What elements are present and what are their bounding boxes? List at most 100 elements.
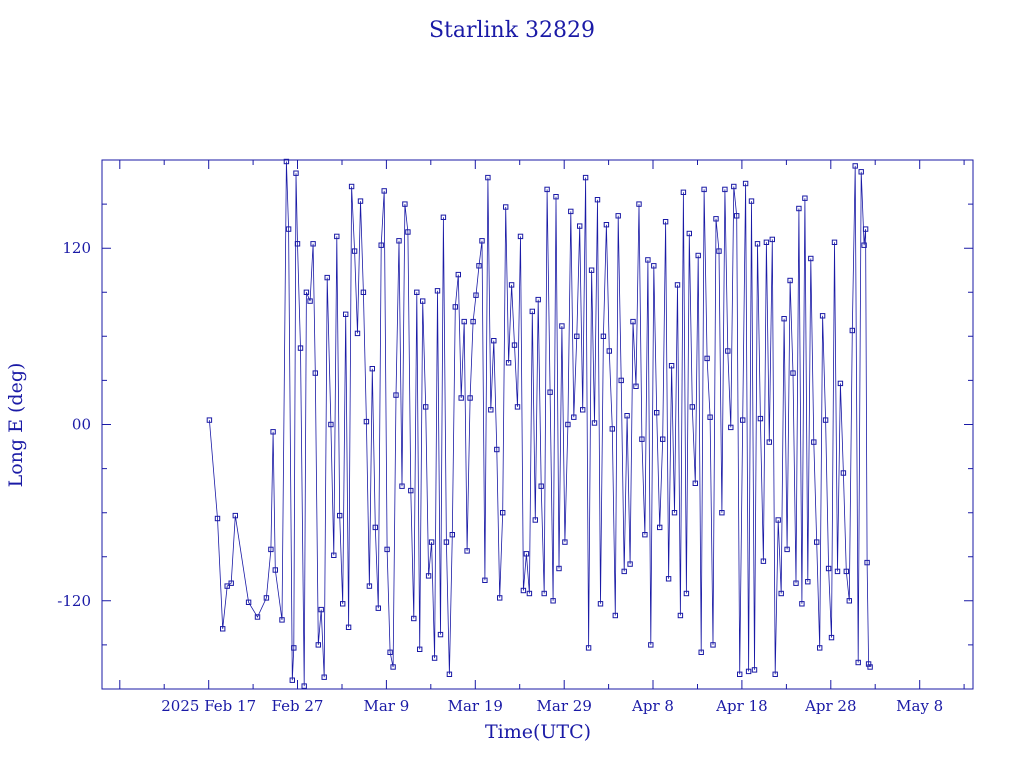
data-point: [411, 615, 417, 622]
data-point: [387, 649, 393, 655]
data-point: [420, 298, 426, 304]
data-point: [503, 204, 509, 210]
data-point: [597, 601, 604, 607]
data-point: [345, 624, 352, 630]
x-tick-label: Feb 27: [272, 697, 324, 715]
data-point: [805, 579, 811, 585]
data-point: [680, 189, 687, 196]
tick-marks: [102, 160, 973, 689]
data-point: [254, 614, 261, 620]
data-point: [828, 634, 835, 641]
data-point: [591, 420, 598, 426]
data-point: [360, 289, 367, 296]
data-point: [778, 590, 784, 597]
data-point: [497, 595, 503, 601]
data-point: [710, 642, 716, 648]
data-point: [458, 395, 464, 401]
data-point: [867, 664, 873, 670]
data-point: [775, 517, 781, 523]
x-tick-label: Apr 8: [631, 697, 674, 715]
data-point: [719, 510, 725, 516]
x-tick-label: Mar 9: [364, 697, 410, 715]
data-point: [369, 366, 376, 372]
data-point: [751, 667, 758, 673]
data-point: [479, 238, 485, 244]
data-point: [443, 539, 450, 545]
data-point: [654, 410, 660, 416]
data-point: [425, 573, 432, 579]
data-point: [301, 683, 307, 689]
series-group: [206, 158, 873, 689]
data-point: [399, 483, 405, 489]
data-point: [796, 205, 802, 212]
data-point: [861, 242, 867, 248]
data-point: [713, 216, 719, 222]
x-tick-label: Mar 29: [537, 697, 592, 715]
data-point: [606, 348, 612, 354]
data-point: [270, 429, 276, 435]
data-point: [657, 524, 663, 531]
data-point: [799, 601, 805, 607]
data-point: [745, 668, 752, 675]
data-point: [307, 298, 313, 304]
data-point: [865, 661, 872, 667]
data-point: [452, 304, 459, 310]
data-point: [831, 239, 838, 246]
data-point: [494, 446, 500, 453]
data-point: [517, 233, 524, 240]
data-point: [526, 590, 533, 597]
data-point: [636, 201, 642, 207]
data-point: [695, 252, 701, 259]
data-point: [272, 567, 279, 573]
data-point: [378, 242, 384, 248]
data-point: [310, 241, 316, 247]
data-point: [728, 424, 734, 431]
x-tick-label: Apr 28: [804, 697, 856, 715]
data-point: [603, 222, 610, 228]
data-point: [630, 318, 636, 325]
data-point: [565, 421, 571, 428]
y-axis-label: Long E (deg): [5, 363, 27, 488]
x-tick-label: May 8: [896, 697, 943, 715]
data-point: [428, 539, 435, 545]
data-point: [485, 174, 491, 181]
data-point: [381, 188, 387, 194]
data-point: [390, 664, 396, 670]
data-point: [491, 338, 497, 344]
data-point: [665, 576, 672, 582]
data-point: [224, 583, 230, 589]
data-point: [343, 311, 349, 318]
data-point: [396, 238, 402, 244]
data-point: [318, 606, 324, 613]
data-point: [757, 415, 764, 422]
data-point: [707, 414, 713, 420]
data-point: [862, 226, 869, 232]
data-point: [763, 239, 770, 246]
data-point: [294, 241, 301, 247]
data-point: [431, 655, 438, 661]
data-point: [645, 257, 651, 263]
data-point: [819, 313, 826, 319]
data-point: [840, 470, 847, 476]
data-point: [482, 577, 488, 583]
data-point: [321, 674, 327, 680]
data-point: [511, 342, 518, 348]
data-point: [303, 289, 310, 296]
data-point: [291, 645, 297, 651]
data-point: [704, 355, 710, 362]
data-point: [615, 213, 621, 219]
data-point: [405, 229, 411, 235]
data-point: [588, 267, 595, 273]
data-point: [849, 327, 855, 334]
data-point: [283, 158, 290, 165]
data-point: [363, 418, 370, 425]
data-point: [562, 539, 568, 545]
data-point: [662, 219, 669, 225]
x-tick-label: Apr 18: [715, 697, 767, 715]
data-point: [748, 198, 755, 204]
data-point: [571, 414, 577, 420]
data-point: [393, 392, 399, 398]
data-point: [461, 318, 467, 325]
data-point: [357, 198, 364, 204]
